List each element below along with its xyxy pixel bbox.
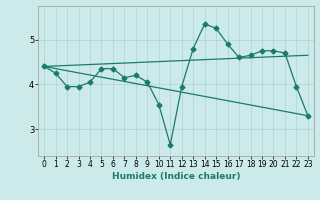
X-axis label: Humidex (Indice chaleur): Humidex (Indice chaleur) — [112, 172, 240, 181]
